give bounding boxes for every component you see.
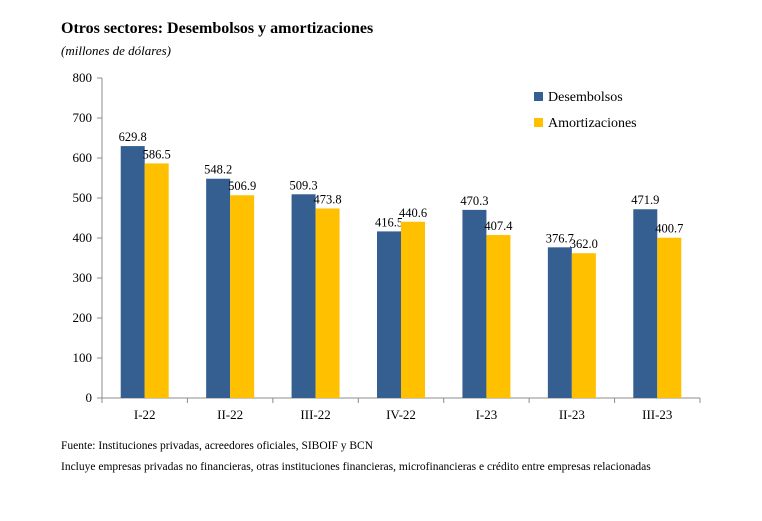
legend-swatch <box>534 118 543 127</box>
x-tick-label: I-22 <box>134 407 156 422</box>
data-label: 586.5 <box>143 147 171 161</box>
y-tick-label: 600 <box>73 150 93 165</box>
footnote: Incluye empresas privadas no financieras… <box>61 461 651 473</box>
data-label: 400.7 <box>655 222 683 236</box>
data-label: 407.4 <box>484 219 513 233</box>
x-tick-label: III-23 <box>642 407 672 422</box>
data-label: 470.3 <box>460 194 488 208</box>
bar-desembolsos-i-23 <box>462 209 487 398</box>
bar-amortizaciones-ii-23 <box>571 253 596 398</box>
data-label: 629.8 <box>119 130 147 144</box>
bar-desembolsos-ii-23 <box>547 247 572 398</box>
x-tick-label: III-22 <box>300 407 330 422</box>
chart-subtitle: (millones de dólares) <box>61 43 171 58</box>
source-note: Fuente: Instituciones privadas, acreedor… <box>61 440 374 452</box>
y-tick-label: 300 <box>73 270 93 285</box>
legend-label: Amortizaciones <box>548 116 637 131</box>
bar-amortizaciones-i-22 <box>144 163 169 398</box>
legend-label: Desembolsos <box>548 90 623 105</box>
chart-title: Otros sectores: Desembolsos y amortizaci… <box>61 20 374 37</box>
bar-desembolsos-iv-22 <box>377 231 401 398</box>
data-label: 362.0 <box>570 237 598 251</box>
data-label: 440.6 <box>399 206 427 220</box>
x-tick-label: I-23 <box>476 407 498 422</box>
y-tick-label: 200 <box>73 310 93 325</box>
data-label: 548.2 <box>204 163 232 177</box>
bar-amortizaciones-i-23 <box>486 235 511 398</box>
data-label: 506.9 <box>228 179 256 193</box>
y-tick-label: 0 <box>86 390 93 405</box>
data-label: 416.5 <box>375 215 403 229</box>
data-label: 376.7 <box>546 231 574 245</box>
y-tick-label: 500 <box>73 190 93 205</box>
bar-amortizaciones-iii-22 <box>315 208 340 398</box>
bar-desembolsos-ii-22 <box>206 178 231 398</box>
bar-amortizaciones-iv-22 <box>401 221 425 398</box>
x-tick-label: IV-22 <box>386 407 416 422</box>
x-tick-label: II-22 <box>217 407 243 422</box>
y-tick-label: 400 <box>73 230 93 245</box>
data-label: 473.8 <box>314 192 342 206</box>
data-label: 471.9 <box>631 193 659 207</box>
x-tick-label: II-23 <box>559 407 585 422</box>
y-tick-label: 800 <box>73 70 93 85</box>
bar-desembolsos-iii-23 <box>633 209 658 398</box>
bar-amortizaciones-iii-23 <box>657 237 682 398</box>
bar-desembolsos-iii-22 <box>291 194 316 398</box>
y-tick-label: 700 <box>73 110 93 125</box>
legend-swatch <box>534 92 543 101</box>
y-tick-label: 100 <box>73 350 93 365</box>
bar-desembolsos-i-22 <box>120 146 145 398</box>
data-label: 509.3 <box>290 178 318 192</box>
bar-amortizaciones-ii-22 <box>230 195 255 398</box>
chart-notes: Fuente: Instituciones privadas, acreedor… <box>61 438 711 480</box>
